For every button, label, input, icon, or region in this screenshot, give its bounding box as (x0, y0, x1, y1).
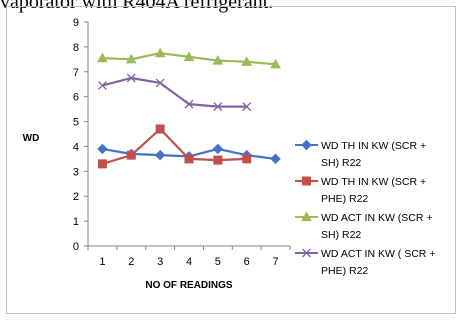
y-tick-label: 3 (73, 166, 79, 178)
x-tick-label: 5 (215, 256, 221, 268)
y-tick-label: 2 (73, 191, 79, 203)
x-tick-label: 6 (244, 256, 250, 268)
data-point-series-2 (155, 124, 165, 134)
y-tick-label: 7 (73, 67, 79, 79)
data-point-series-2 (126, 150, 136, 160)
data-point-series-3 (97, 52, 108, 63)
data-point-series-2 (97, 159, 107, 169)
x-tick-label: 7 (273, 256, 279, 268)
legend-marker-2 (302, 176, 311, 186)
data-point-series-3 (241, 56, 253, 66)
legend-marker-3 (301, 211, 312, 222)
data-point-series-3 (270, 58, 281, 69)
data-point-series-1 (97, 143, 108, 155)
data-point-series-3 (154, 47, 166, 58)
y-tick-label: 1 (73, 216, 79, 228)
data-point-series-1 (154, 149, 166, 161)
y-tick-label: 5 (73, 117, 79, 129)
x-tick-label: 3 (157, 256, 163, 268)
legend-label-3: WD ACT IN KW (SCR + (321, 212, 433, 224)
data-point-series-2 (213, 155, 223, 165)
data-point-series-4 (126, 73, 136, 83)
data-point-series-1 (270, 153, 281, 165)
y-axis-title: WD (23, 133, 40, 144)
data-point-series-3 (183, 51, 195, 61)
data-point-series-3 (212, 55, 224, 65)
y-tick-label: 4 (73, 141, 79, 153)
legend-label-1: SH) R22 (321, 157, 361, 169)
data-point-series-3 (125, 53, 137, 64)
series-line-2 (102, 127, 247, 165)
y-tick-label: 0 (73, 241, 79, 253)
y-tick-label: 6 (73, 92, 79, 104)
data-point-series-2 (184, 154, 194, 164)
series-line-4 (102, 76, 247, 108)
y-tick-label: 8 (73, 42, 79, 54)
legend-label-4: WD ACT IN KW ( SCR + (321, 248, 435, 260)
legend-marker-1 (301, 139, 312, 151)
x-tick-label: 1 (99, 256, 105, 268)
data-point-series-1 (212, 143, 224, 155)
legend-label-1: WD TH IN KW (SCR + (321, 140, 426, 152)
legend-marker-4 (302, 248, 311, 258)
data-point-series-4 (184, 99, 194, 109)
data-point-series-4 (97, 81, 107, 90)
x-tick-label: 2 (128, 256, 134, 268)
legend-label-4: PHE) R22 (321, 265, 368, 277)
x-axis-title: NO OF READINGS (145, 280, 233, 291)
x-tick-label: 4 (186, 256, 192, 268)
data-point-series-4 (155, 78, 165, 88)
legend-label-3: SH) R22 (321, 229, 361, 241)
data-point-series-2 (242, 154, 252, 164)
legend-label-2: PHE) R22 (321, 193, 368, 205)
chart-frame (6, 6, 456, 314)
legend-label-2: WD TH IN KW (SCR + (321, 176, 426, 188)
data-point-series-4 (213, 102, 223, 112)
y-tick-label: 9 (73, 17, 79, 29)
data-point-series-4 (242, 102, 252, 112)
